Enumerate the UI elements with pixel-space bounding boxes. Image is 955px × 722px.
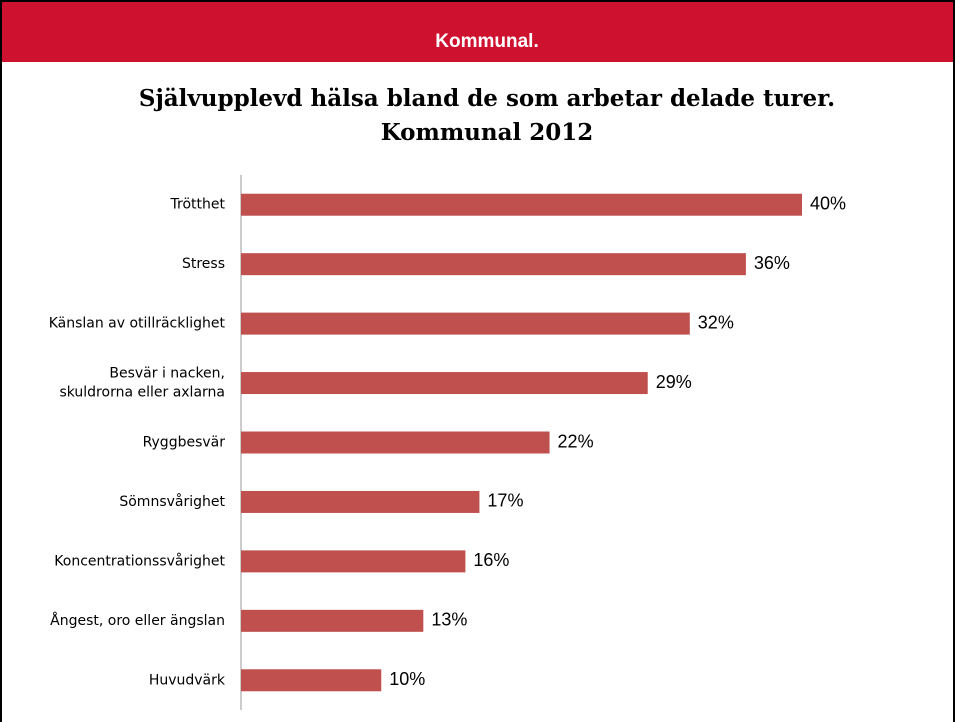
frame-right xyxy=(953,0,955,722)
bar xyxy=(241,550,466,573)
value-label: 36% xyxy=(754,253,790,273)
bar xyxy=(241,372,648,395)
category-label: Sömnsvårighet xyxy=(119,493,225,510)
category-label: Trötthet xyxy=(170,197,226,213)
value-label: 32% xyxy=(698,312,734,332)
frame-top xyxy=(0,0,955,2)
chart-title: Kommunal 2012 xyxy=(381,119,594,146)
bar xyxy=(241,431,550,454)
logo: Kommunal. xyxy=(435,31,538,52)
category-label: Känslan av otillräcklighet xyxy=(49,316,226,332)
bar xyxy=(241,253,746,276)
category-label: skuldrorna eller axlarna xyxy=(59,385,225,401)
header-bar xyxy=(0,0,955,62)
value-label: 40% xyxy=(810,193,846,213)
bar xyxy=(241,609,424,632)
value-label: 17% xyxy=(487,491,523,511)
value-label: 29% xyxy=(656,372,692,392)
bar xyxy=(241,490,480,513)
category-label: Stress xyxy=(182,256,225,272)
category-label: Ryggbesvär xyxy=(143,435,226,451)
bar xyxy=(241,193,802,216)
bar xyxy=(241,669,382,692)
category-label: Huvudvärk xyxy=(149,672,226,688)
category-label: Koncentrationssvårighet xyxy=(54,552,225,569)
category-label: Ångest, oro eller ängslan xyxy=(50,612,225,629)
value-label: 13% xyxy=(431,610,467,630)
frame-left xyxy=(0,0,2,722)
value-label: 10% xyxy=(389,669,425,689)
value-label: 16% xyxy=(473,550,509,570)
bar xyxy=(241,312,690,335)
value-label: 22% xyxy=(558,431,594,451)
chart-title: Självupplevd hälsa bland de som arbetar … xyxy=(139,85,835,112)
category-label: Besvär i nacken, xyxy=(109,366,225,382)
